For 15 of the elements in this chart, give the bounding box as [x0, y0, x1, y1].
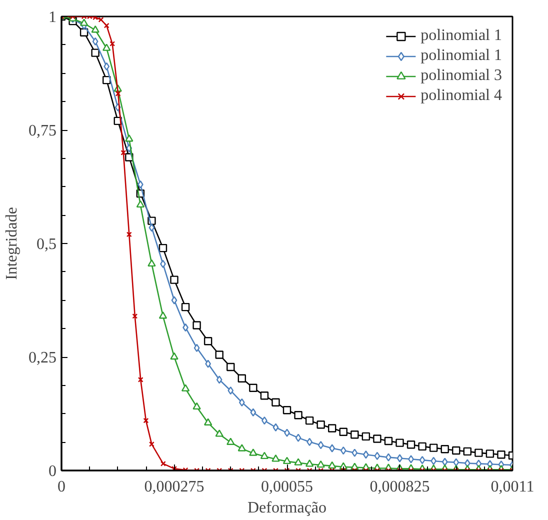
- legend-label: polinomial 4: [420, 87, 502, 105]
- x-tick-label: 0,000825: [370, 478, 430, 496]
- legend-label: polinomial 1: [420, 27, 502, 45]
- y-tick-label: 0,5: [36, 236, 56, 253]
- x-tick-label: 0,00055: [261, 478, 313, 496]
- y-tick-label: 0,25: [28, 350, 56, 366]
- y-tick-label: 1: [48, 9, 56, 26]
- legend-label: polinomial 3: [420, 67, 502, 85]
- x-tick-label: 0,000275: [144, 478, 204, 496]
- y-axis-title: Integridade: [4, 207, 20, 280]
- y-tick-label: 0: [48, 463, 56, 480]
- y-tick-label: 0,75: [28, 122, 56, 140]
- x-tick-label: 0,0011: [490, 478, 534, 496]
- legend-label: polinomial 1: [420, 47, 502, 65]
- x-axis-title: Deformação: [247, 500, 327, 516]
